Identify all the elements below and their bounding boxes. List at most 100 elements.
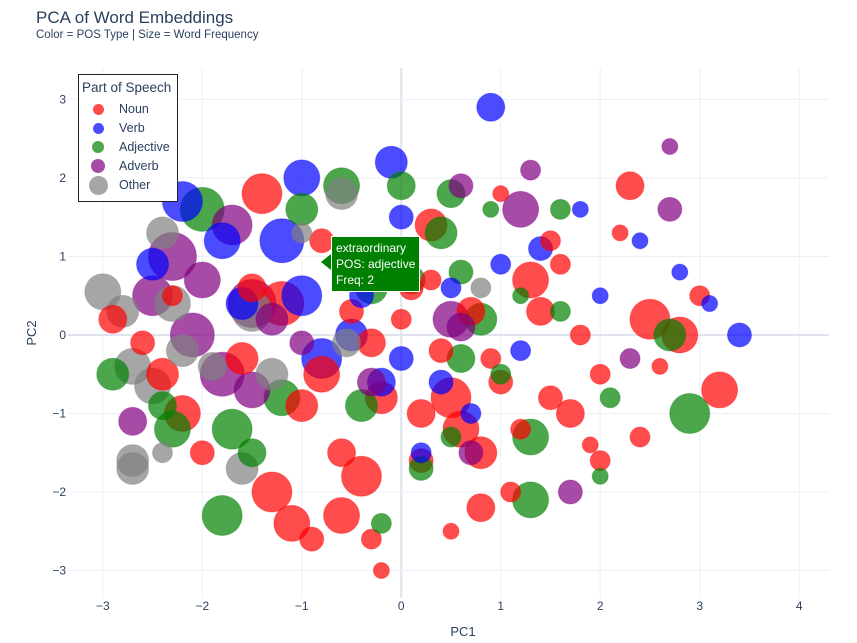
point-noun[interactable]: [406, 398, 436, 428]
point-other[interactable]: [470, 277, 492, 299]
point-adverb[interactable]: [289, 330, 315, 356]
point-other[interactable]: [116, 451, 150, 485]
point-adjective[interactable]: [96, 357, 130, 391]
point-verb[interactable]: [388, 346, 414, 372]
point-noun[interactable]: [466, 493, 496, 523]
point-other[interactable]: [291, 222, 313, 244]
point-adjective[interactable]: [591, 467, 609, 485]
point-adverb[interactable]: [557, 479, 583, 505]
point-noun[interactable]: [539, 230, 561, 252]
point-noun[interactable]: [615, 171, 645, 201]
point-noun[interactable]: [340, 455, 382, 497]
point-other[interactable]: [325, 177, 359, 211]
point-verb[interactable]: [428, 369, 454, 395]
point-adverb[interactable]: [255, 302, 289, 336]
point-adverb[interactable]: [520, 159, 542, 181]
point-adverb[interactable]: [502, 190, 540, 228]
point-noun[interactable]: [549, 253, 571, 275]
point-noun[interactable]: [537, 385, 563, 411]
legend[interactable]: Part of Speech Noun Verb Adjective Adverb Ot…: [78, 74, 178, 202]
point-noun[interactable]: [130, 330, 156, 356]
point-verb[interactable]: [510, 340, 532, 362]
legend-item-noun[interactable]: Noun: [79, 101, 175, 119]
point-adjective[interactable]: [653, 318, 687, 352]
point-adjective[interactable]: [512, 287, 530, 305]
point-noun[interactable]: [327, 438, 357, 468]
point-adjective[interactable]: [237, 438, 267, 468]
point-noun[interactable]: [629, 426, 651, 448]
point-verb[interactable]: [440, 277, 462, 299]
point-noun[interactable]: [510, 418, 532, 440]
legend-item-other[interactable]: Other: [79, 175, 175, 195]
legend-item-verb[interactable]: Verb: [79, 120, 175, 138]
point-noun[interactable]: [480, 348, 502, 370]
point-other[interactable]: [255, 357, 289, 391]
point-verb[interactable]: [203, 222, 241, 260]
point-noun[interactable]: [299, 526, 325, 552]
point-verb[interactable]: [136, 247, 170, 281]
point-other[interactable]: [152, 442, 174, 464]
point-noun[interactable]: [241, 173, 283, 215]
point-other[interactable]: [332, 328, 362, 358]
point-adjective[interactable]: [490, 363, 512, 385]
point-adjective[interactable]: [285, 192, 319, 226]
point-adjective[interactable]: [599, 387, 621, 409]
legend-item-adverb[interactable]: Adverb: [79, 158, 175, 176]
point-noun[interactable]: [611, 224, 629, 242]
point-adjective[interactable]: [440, 426, 462, 448]
point-noun[interactable]: [356, 328, 386, 358]
point-noun[interactable]: [285, 389, 319, 423]
point-noun[interactable]: [98, 304, 128, 334]
point-verb[interactable]: [726, 322, 752, 348]
point-verb[interactable]: [410, 442, 432, 464]
point-adjective[interactable]: [201, 495, 243, 537]
point-other[interactable]: [197, 351, 227, 381]
legend-item-adjective[interactable]: Adjective: [79, 139, 175, 157]
point-adjective[interactable]: [669, 392, 711, 434]
point-adverb[interactable]: [657, 196, 683, 222]
point-verb[interactable]: [281, 275, 323, 317]
point-noun[interactable]: [555, 398, 585, 428]
point-verb[interactable]: [490, 253, 512, 275]
point-adjective[interactable]: [482, 200, 500, 218]
point-verb[interactable]: [460, 402, 482, 424]
point-verb[interactable]: [571, 200, 589, 218]
point-noun[interactable]: [273, 504, 311, 542]
point-noun[interactable]: [251, 471, 293, 513]
point-adverb[interactable]: [619, 348, 641, 370]
point-adverb[interactable]: [661, 138, 679, 156]
point-adverb[interactable]: [183, 261, 221, 299]
point-verb[interactable]: [701, 295, 719, 313]
point-noun[interactable]: [569, 324, 591, 346]
point-noun[interactable]: [161, 285, 183, 307]
point-noun[interactable]: [492, 185, 510, 203]
point-adjective[interactable]: [211, 408, 253, 450]
point-adjective[interactable]: [549, 300, 571, 322]
point-noun[interactable]: [303, 355, 341, 393]
point-adjective[interactable]: [148, 391, 178, 421]
point-noun[interactable]: [442, 522, 460, 540]
point-adjective[interactable]: [424, 216, 458, 250]
point-noun[interactable]: [323, 497, 361, 535]
point-adjective[interactable]: [386, 171, 416, 201]
point-adjective[interactable]: [448, 259, 474, 285]
point-noun[interactable]: [360, 528, 382, 550]
point-noun[interactable]: [651, 357, 669, 375]
point-noun[interactable]: [237, 273, 267, 303]
point-noun[interactable]: [589, 363, 611, 385]
point-adverb[interactable]: [356, 367, 386, 397]
point-noun[interactable]: [500, 481, 522, 503]
point-adverb[interactable]: [118, 406, 148, 436]
point-adverb[interactable]: [458, 440, 484, 466]
point-noun[interactable]: [581, 436, 599, 454]
point-verb[interactable]: [476, 92, 506, 122]
point-verb[interactable]: [591, 287, 609, 305]
point-adjective[interactable]: [370, 512, 392, 534]
point-noun[interactable]: [428, 338, 454, 364]
point-noun[interactable]: [589, 450, 611, 472]
point-adverb[interactable]: [448, 173, 474, 199]
point-adverb[interactable]: [446, 312, 476, 342]
point-noun[interactable]: [372, 562, 390, 580]
point-noun[interactable]: [701, 371, 739, 409]
